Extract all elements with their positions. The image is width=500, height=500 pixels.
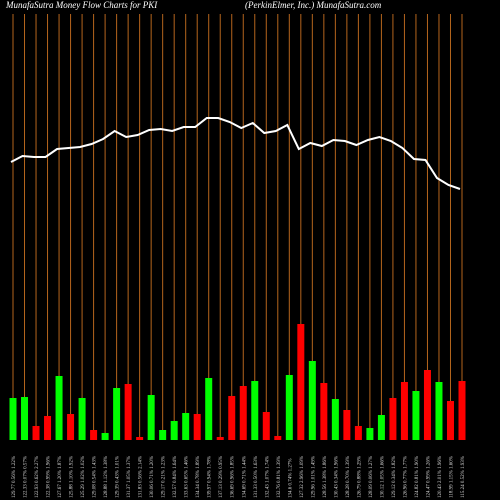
bar [32, 426, 40, 440]
bar [136, 437, 144, 440]
x-tick-label: 130.06 0.71% 1.20% [150, 456, 155, 498]
bar [159, 430, 167, 440]
bar [400, 382, 408, 440]
x-tick-label: 124.47 0.99% 1.26% [426, 456, 431, 498]
price-line [10, 117, 461, 190]
x-tick-label: 129.77 0.56% 1.22% [12, 456, 17, 498]
bar [205, 378, 213, 440]
bar [216, 437, 224, 440]
x-tick-label: 126.79 0.88% 1.29% [357, 456, 362, 498]
x-tick-label: 122.93 0.62% 2.27% [35, 456, 40, 498]
bar [262, 412, 270, 440]
bar [44, 416, 52, 440]
bar [113, 388, 121, 440]
x-tick-label: 128.28 0.70% 1.39% [346, 456, 351, 498]
x-tick-label: 120.43 2.01% 1.96% [438, 456, 443, 498]
bar [9, 398, 17, 440]
bar [124, 384, 132, 440]
x-tick-label: 134.34 0.78% 1.89% [196, 456, 201, 498]
x-tick-label: 125.88 1.10% 1.92% [70, 456, 75, 498]
x-tick-label: 132.76 0.81% 1.39% [277, 456, 282, 498]
x-tick-label: 131.37 1.05% 1.37% [127, 456, 132, 498]
x-tick-label: 127.32 2.96% 1.09% [300, 456, 305, 498]
bar [251, 381, 259, 440]
bar [21, 397, 29, 440]
x-tick-label: 131.83 0.56% 2.14% [139, 456, 144, 498]
bar [446, 401, 454, 440]
x-tick-label: 129.39 0.43% 1.01% [116, 456, 121, 498]
x-tick-label: 139.97 0.94% 1.78% [208, 456, 213, 498]
bar [147, 395, 155, 440]
x-tick-label: 132.43 1.07% 1.74% [265, 456, 270, 498]
x-tick-label: 128.09 0.06% 1.27% [369, 456, 374, 498]
bar [377, 415, 385, 440]
x-tick-label: 127.67 1.20% 1.87% [58, 456, 63, 498]
bar [458, 381, 466, 440]
bar [366, 428, 374, 440]
x-tick-label: 118.99 1.15% 1.60% [449, 456, 454, 498]
x-tick-label: 128.56 1.38% 1.86% [323, 456, 328, 498]
bar [389, 398, 397, 440]
bar [285, 375, 293, 440]
x-tick-label: 133.63 0.65% 1.46% [185, 456, 190, 498]
bar [354, 426, 362, 440]
bar [182, 413, 190, 440]
bar [331, 399, 339, 440]
chart-subtitle: (PerkinElmer, Inc.) MunafaSutra.com [245, 0, 382, 10]
bar [101, 433, 109, 440]
bar [170, 421, 178, 440]
bar [423, 370, 431, 440]
x-tick-label: 122.33 0.07% 0.57% [24, 456, 29, 498]
x-tick-label: 130.43 0.34% 1.96% [334, 456, 339, 498]
x-tick-label: 124.82 0.81% 1.90% [415, 456, 420, 498]
x-tick-label: 130.12 1.05% 1.66% [380, 456, 385, 498]
x-tick-label: 129.08 0.54% 1.43% [93, 456, 98, 498]
bar [90, 430, 98, 440]
x-tick-label: 125.29 1.02% 1.02% [81, 456, 86, 498]
bar [412, 391, 420, 440]
x-tick-label: 137.13 0.29% 0.95% [219, 456, 224, 498]
x-tick-label: 129.12 0.34% 1.82% [392, 456, 397, 498]
bar [297, 324, 305, 440]
bar [55, 376, 63, 440]
x-tick-label: 129.96 1.01% 1.49% [311, 456, 316, 498]
x-tick-label: 122.38 0.99% 1.96% [47, 456, 52, 498]
bar [274, 436, 282, 440]
bar [228, 396, 236, 440]
bar [308, 361, 316, 440]
x-tick-label: 136.69 0.96% 1.85% [231, 456, 236, 498]
x-tick-label: 126.96 0.77% 1.77% [403, 456, 408, 498]
x-tick-label: 128.88 1.12% 1.38% [104, 456, 109, 498]
bar [67, 414, 75, 440]
x-tick-label: 134.6 0.74% 1.27% [288, 458, 293, 498]
chart-title: MunafaSutra Money Flow Charts for PKI [5, 0, 158, 10]
x-tick-label: 129.17 0.21% 1.23% [162, 456, 167, 498]
bar [320, 383, 328, 440]
bar [435, 382, 443, 440]
bar [239, 386, 247, 440]
x-tick-label: 131.33 0.50% 1.63% [254, 456, 259, 498]
bar [343, 410, 351, 440]
x-tick-label: 132.57 0.84% 1.64% [173, 456, 178, 498]
bar [78, 398, 86, 440]
x-tick-label: 115.24 0.52% 1.93% [461, 456, 466, 498]
x-tick-label: 134.69 0.71% 1.44% [242, 456, 247, 498]
bar [193, 414, 201, 440]
